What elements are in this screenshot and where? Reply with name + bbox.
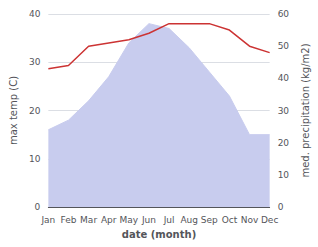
svg-text:50: 50 <box>278 41 290 51</box>
svg-text:May: May <box>120 215 139 225</box>
svg-text:date (month): date (month) <box>122 229 196 240</box>
svg-text:10: 10 <box>278 170 290 180</box>
svg-text:60: 60 <box>278 9 290 19</box>
svg-text:med. precipitation (kg/m2): med. precipitation (kg/m2) <box>300 43 311 177</box>
svg-text:Jan: Jan <box>40 215 55 225</box>
svg-text:30: 30 <box>278 106 290 116</box>
svg-text:Dec: Dec <box>261 215 278 225</box>
svg-text:0: 0 <box>35 202 41 212</box>
svg-text:40: 40 <box>278 73 290 83</box>
svg-text:30: 30 <box>29 57 41 67</box>
svg-text:40: 40 <box>29 9 41 19</box>
svg-text:20: 20 <box>29 106 41 116</box>
svg-text:max temp (C): max temp (C) <box>8 76 19 145</box>
svg-text:Nov: Nov <box>241 215 259 225</box>
svg-text:Oct: Oct <box>222 215 238 225</box>
svg-text:Jul: Jul <box>163 215 175 225</box>
svg-text:Feb: Feb <box>61 215 77 225</box>
svg-text:0: 0 <box>278 202 284 212</box>
svg-text:20: 20 <box>278 138 290 148</box>
svg-text:Apr: Apr <box>101 215 117 225</box>
svg-text:Mar: Mar <box>80 215 97 225</box>
svg-text:Aug: Aug <box>180 215 198 225</box>
svg-text:Sep: Sep <box>201 215 218 225</box>
svg-text:10: 10 <box>29 154 41 164</box>
svg-text:Jun: Jun <box>141 215 156 225</box>
